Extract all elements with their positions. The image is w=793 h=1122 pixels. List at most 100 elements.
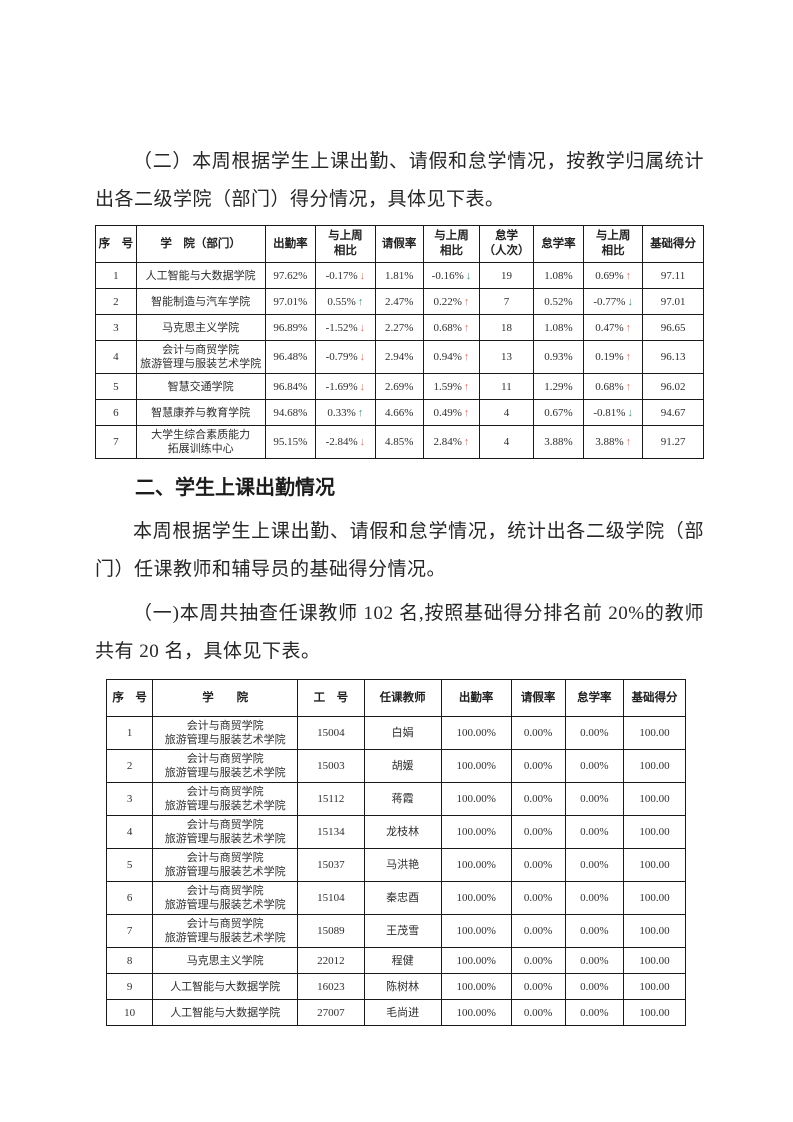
delta-value: -1.52% bbox=[325, 321, 358, 334]
cell-no: 4 bbox=[105, 815, 154, 849]
cell-base-score: 97.01 bbox=[642, 288, 704, 315]
cell-no: 10 bbox=[105, 999, 154, 1026]
cell-attendance-rate: 100.00% bbox=[440, 749, 512, 783]
cell-truancy-rate: 0.93% bbox=[532, 340, 585, 374]
cell-attendance-rate: 100.00% bbox=[440, 999, 512, 1026]
arrow-down-icon: ↓ bbox=[359, 321, 366, 334]
cell-college: 智慧交通学院 bbox=[135, 373, 266, 400]
header-cell-leave-delta: 与上周 相比 bbox=[422, 225, 481, 263]
cell-base-score: 96.02 bbox=[642, 373, 704, 400]
header-cell-truancy-rate: 怠学率 bbox=[564, 679, 625, 717]
section-sub-paragraph: （一)本周共抽查任课教师 102 名,按照基础得分排名前 20%的教师共有 20… bbox=[95, 603, 704, 662]
header-cell-attendance-delta: 与上周 相比 bbox=[315, 225, 376, 263]
table-row: 8 马克思主义学院 22012 程健 100.00% 0.00% 0.00% 100.00 bbox=[105, 947, 686, 974]
delta-value: -0.16% bbox=[431, 269, 464, 282]
cell-staff-id: 22012 bbox=[297, 947, 365, 974]
cell-attendance-rate: 100.00% bbox=[440, 782, 512, 816]
arrow-up-icon: ↑ bbox=[625, 269, 632, 282]
table-row: 6 智慧康养与教育学院 94.68% 0.33% ↑ 4.66% 0.49% ↑ 4 0.67% -… bbox=[95, 399, 704, 426]
cell-base-score: 100.00 bbox=[623, 749, 686, 783]
arrow-up-icon: ↑ bbox=[463, 406, 470, 419]
cell-truancy-rate: 0.00% bbox=[564, 749, 625, 783]
table-row: 4 会计与商贸学院 旅游管理与服装艺术学院 15134 龙枝林 100.00% 0.00%… bbox=[105, 815, 686, 849]
cell-leave-rate: 0.00% bbox=[510, 973, 566, 1000]
cell-truancy-delta: -0.81% ↓ bbox=[583, 399, 644, 426]
cell-truancy-count: 4 bbox=[479, 399, 534, 426]
delta-value: 0.69% bbox=[595, 269, 624, 282]
cell-teacher-name: 龙枝林 bbox=[363, 815, 442, 849]
cell-truancy-rate: 3.88% bbox=[532, 425, 585, 459]
arrow-up-icon: ↑ bbox=[625, 436, 632, 448]
cell-truancy-count: 18 bbox=[479, 314, 534, 341]
cell-college: 会计与商贸学院 旅游管理与服装艺术学院 bbox=[152, 881, 299, 915]
cell-base-score: 100.00 bbox=[623, 848, 686, 882]
cell-truancy-count: 11 bbox=[479, 373, 534, 400]
header-cell-attendance-rate: 出勤率 bbox=[264, 225, 317, 263]
cell-no: 5 bbox=[105, 848, 154, 882]
table-row: 9 人工智能与大数据学院 16023 陈树林 100.00% 0.00% 0.00% 100.… bbox=[105, 973, 686, 1000]
delta-value: 0.68% bbox=[433, 321, 462, 334]
table-row: 6 会计与商贸学院 旅游管理与服装艺术学院 15104 秦忠酉 100.00% 0.00%… bbox=[105, 881, 686, 915]
cell-leave-rate: 2.69% bbox=[374, 373, 424, 400]
cell-no: 1 bbox=[95, 262, 137, 289]
cell-leave-rate: 4.66% bbox=[374, 399, 424, 426]
cell-leave-rate: 0.00% bbox=[510, 782, 566, 816]
arrow-down-icon: ↓ bbox=[627, 295, 633, 308]
cell-teacher-name: 程健 bbox=[363, 947, 442, 974]
delta-value: 0.68% bbox=[595, 380, 624, 393]
cell-base-score: 100.00 bbox=[623, 973, 686, 1000]
header-cell-college: 学 院（部门） bbox=[135, 225, 266, 263]
arrow-down-icon: ↓ bbox=[359, 380, 366, 393]
cell-college: 人工智能与大数据学院 bbox=[152, 999, 299, 1026]
cell-no: 7 bbox=[105, 914, 154, 948]
cell-staff-id: 15089 bbox=[297, 914, 365, 948]
header-row: 序 号学 院（部门） 出勤率 与上周 相比 请假率 与上周 相比 怠学 （人次） 怠学率 与上… bbox=[95, 225, 704, 263]
cell-leave-rate: 0.00% bbox=[510, 914, 566, 948]
cell-attendance-delta: -1.69% ↓ bbox=[315, 373, 376, 400]
cell-base-score: 100.00 bbox=[623, 782, 686, 816]
cell-base-score: 97.11 bbox=[642, 262, 704, 289]
cell-leave-rate: 0.00% bbox=[510, 999, 566, 1026]
cell-college: 马克思主义学院 bbox=[135, 314, 266, 341]
cell-leave-rate: 0.00% bbox=[510, 716, 566, 750]
delta-value: -0.79% bbox=[325, 351, 358, 363]
teacher-score-table-header: 序 号学 院工 号任课教师 出勤率 请假率 怠学率 基础得分 bbox=[105, 679, 686, 717]
cell-truancy-rate: 0.00% bbox=[564, 881, 625, 915]
section-heading: 二、学生上课出勤情况 bbox=[135, 477, 335, 499]
cell-attendance-rate: 100.00% bbox=[440, 815, 512, 849]
cell-leave-delta: -0.16% ↓ bbox=[422, 262, 481, 289]
cell-college: 人工智能与大数据学院 bbox=[152, 973, 299, 1000]
cell-college: 会计与商贸学院 旅游管理与服装艺术学院 bbox=[152, 782, 299, 816]
cell-leave-rate: 2.47% bbox=[374, 288, 424, 315]
header-cell-truancy-rate: 怠学率 bbox=[532, 225, 585, 263]
cell-base-score: 100.00 bbox=[623, 947, 686, 974]
cell-no: 2 bbox=[95, 288, 137, 315]
cell-staff-id: 15003 bbox=[297, 749, 365, 783]
cell-attendance-rate: 100.00% bbox=[440, 973, 512, 1000]
cell-truancy-rate: 0.00% bbox=[564, 848, 625, 882]
cell-college: 会计与商贸学院 旅游管理与服装艺术学院 bbox=[152, 716, 299, 750]
cell-teacher-name: 蒋霞 bbox=[363, 782, 442, 816]
cell-leave-delta: 1.59% ↑ bbox=[422, 373, 481, 400]
table-row: 3 会计与商贸学院 旅游管理与服装艺术学院 15112 蒋霞 100.00% 0.00% 0… bbox=[105, 782, 686, 816]
cell-staff-id: 27007 bbox=[297, 999, 365, 1026]
cell-no: 7 bbox=[95, 425, 137, 459]
cell-truancy-rate: 0.00% bbox=[564, 947, 625, 974]
cell-attendance-rate: 97.62% bbox=[264, 262, 317, 289]
header-cell-base-score: 基础得分 bbox=[623, 679, 686, 717]
cell-no: 1 bbox=[105, 716, 154, 750]
header-cell-attendance-rate: 出勤率 bbox=[440, 679, 512, 717]
delta-value: -1.69% bbox=[325, 380, 358, 393]
cell-truancy-rate: 0.00% bbox=[564, 999, 625, 1026]
arrow-up-icon: ↑ bbox=[357, 406, 364, 419]
delta-value: -2.84% bbox=[325, 436, 358, 448]
cell-truancy-count: 4 bbox=[479, 425, 534, 459]
cell-staff-id: 15104 bbox=[297, 881, 365, 915]
table-row: 4 会计与商贸学院 旅游管理与服装艺术学院 96.48% -0.79% ↓ 2.94% 0.… bbox=[95, 340, 704, 374]
arrow-down-icon: ↓ bbox=[359, 269, 366, 282]
cell-truancy-rate: 0.00% bbox=[564, 815, 625, 849]
cell-college: 会计与商贸学院 旅游管理与服装艺术学院 bbox=[152, 815, 299, 849]
header-cell-leave-rate: 请假率 bbox=[374, 225, 424, 263]
cell-truancy-rate: 0.52% bbox=[532, 288, 585, 315]
header-cell-truancy-count: 怠学 （人次） bbox=[479, 225, 534, 263]
